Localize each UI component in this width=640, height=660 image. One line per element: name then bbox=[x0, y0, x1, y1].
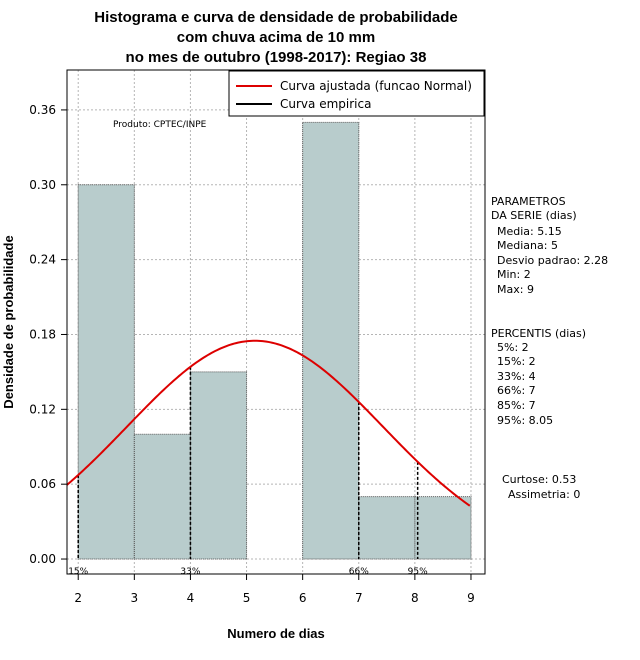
histogram-bar bbox=[77, 184, 135, 560]
percentis-p33: 33%: 4 bbox=[497, 370, 536, 383]
y-tick-label: 0.12 bbox=[29, 402, 56, 416]
histogram-bars bbox=[77, 121, 472, 560]
parametros-mediana: Mediana: 5 bbox=[497, 239, 558, 252]
chart-title-line-2: com chuva acima de 10 mm bbox=[177, 29, 375, 46]
percentis-panel: PERCENTIS (dias) 5%: 2 15%: 2 33%: 4 66%… bbox=[491, 327, 586, 427]
y-axis-title: Densidade de probabilidade bbox=[1, 235, 16, 408]
parametros-panel: PARAMETROS DA SERIE (dias) Media: 5.15 M… bbox=[491, 195, 608, 296]
parametros-header-2: DA SERIE (dias) bbox=[491, 209, 577, 222]
parametros-max: Max: 9 bbox=[497, 283, 534, 296]
x-tick-label: 9 bbox=[467, 591, 475, 605]
percentis-p95: 95%: 8.05 bbox=[497, 414, 553, 427]
x-tick-label: 2 bbox=[74, 591, 82, 605]
y-tick-label: 0.06 bbox=[29, 477, 56, 491]
percentis-p85: 85%: 7 bbox=[497, 399, 536, 412]
legend-box bbox=[228, 70, 485, 117]
x-axis-title: Numero de dias bbox=[227, 626, 325, 641]
percentile-label: 66% bbox=[349, 567, 369, 577]
histogram-bar bbox=[358, 496, 416, 560]
histogram-bar bbox=[133, 433, 191, 560]
y-tick-label: 0.30 bbox=[29, 178, 56, 192]
normal-curve-layer bbox=[66, 339, 471, 507]
normal-curve bbox=[66, 339, 471, 507]
y-tick-label: 0.00 bbox=[29, 552, 56, 566]
x-tick-label: 8 bbox=[411, 591, 419, 605]
y-tick-label: 0.24 bbox=[29, 253, 56, 267]
legend: Curva ajustada (funcao Normal) Curva emp… bbox=[228, 70, 485, 117]
x-tick-label: 5 bbox=[243, 591, 251, 605]
percentis-p15: 15%: 2 bbox=[497, 355, 536, 368]
legend-label-normal: Curva ajustada (funcao Normal) bbox=[280, 79, 472, 93]
percentis-header: PERCENTIS (dias) bbox=[491, 327, 586, 340]
percentis-p5: 5%: 2 bbox=[497, 341, 529, 354]
chart-title-line-1: Histograma e curva de densidade de proba… bbox=[94, 9, 457, 26]
product-annotation: Produto: CPTEC/INPE bbox=[113, 120, 207, 130]
curtose-label: Curtose: 0.53 bbox=[502, 473, 576, 486]
y-tick-label: 0.18 bbox=[29, 327, 56, 341]
parametros-media: Media: 5.15 bbox=[497, 225, 562, 238]
legend-label-empirical: Curva empirica bbox=[280, 97, 371, 111]
histogram-bar bbox=[302, 121, 360, 560]
plot-frame bbox=[66, 69, 486, 575]
shape-panel: Curtose: 0.53 Assimetria: 0 bbox=[502, 473, 580, 501]
x-tick-label: 6 bbox=[299, 591, 307, 605]
x-tick-label: 3 bbox=[131, 591, 139, 605]
chart-title-line-3: no mes de outubro (1998-2017): Regiao 38 bbox=[126, 49, 427, 66]
parametros-min: Min: 2 bbox=[497, 268, 531, 281]
parametros-header-1: PARAMETROS bbox=[491, 195, 566, 208]
percentis-p66: 66%: 7 bbox=[497, 384, 536, 397]
y-tick-label: 0.36 bbox=[29, 103, 56, 117]
histogram-bar bbox=[189, 371, 248, 560]
percentile-label: 15% bbox=[68, 567, 88, 577]
axes: 2 3 4 5 6 7 8 9 0.00 0.06 0.12 0.18 0.24 0.30 0.36 bbox=[29, 103, 475, 605]
x-tick-label: 4 bbox=[187, 591, 195, 605]
x-tick-label: 7 bbox=[355, 591, 363, 605]
histogram-bar bbox=[414, 496, 472, 560]
parametros-desvio: Desvio padrao: 2.28 bbox=[497, 254, 608, 267]
percentile-markers: 15% 33% 66% 95% bbox=[68, 366, 428, 577]
percentile-label: 95% bbox=[408, 567, 428, 577]
assimetria-label: Assimetria: 0 bbox=[508, 488, 580, 501]
percentile-label: 33% bbox=[180, 567, 200, 577]
